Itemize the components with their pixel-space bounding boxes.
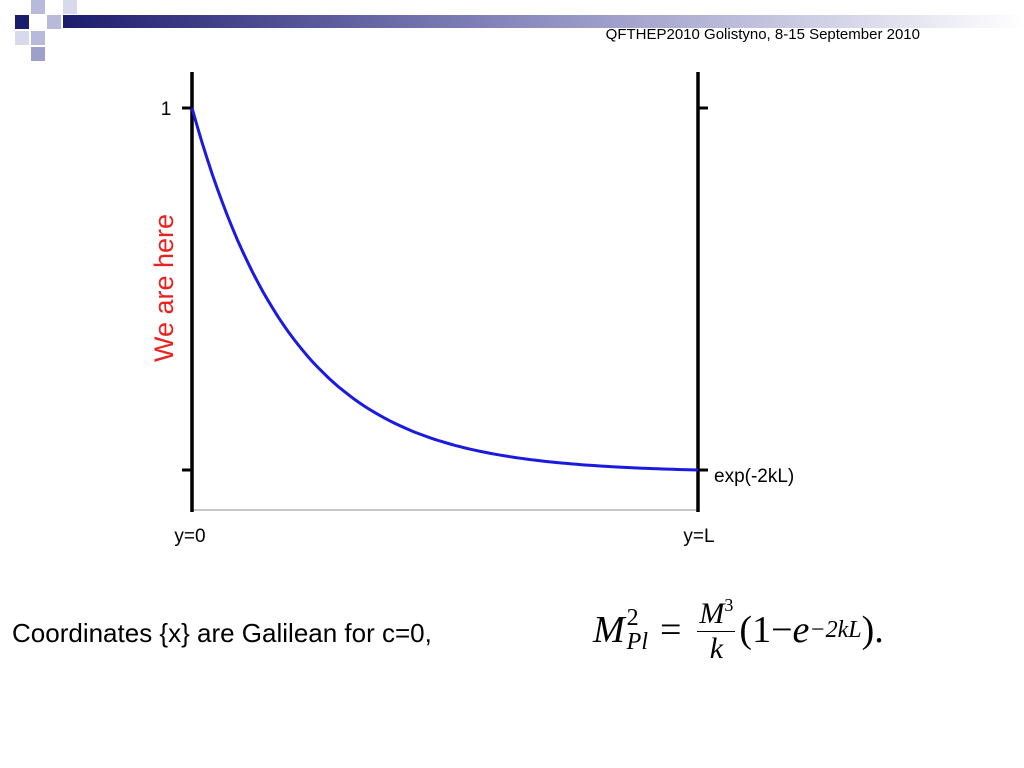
- formula-part: M: [699, 597, 725, 630]
- deco-square: [15, 31, 29, 45]
- formula-part: k: [709, 632, 724, 665]
- label-one: 1: [161, 99, 172, 120]
- formula-fraction: M3 k: [697, 595, 736, 665]
- caption: Coordinates {x} are Galilean for c=0,: [12, 618, 432, 648]
- formula-part: 2: [626, 605, 639, 631]
- formula-part: 3: [724, 595, 734, 615]
- formula-indices: 2 Pl: [627, 606, 648, 654]
- label-yL: y=L: [683, 526, 714, 547]
- formula-part: −2kL: [809, 616, 862, 643]
- formula-part: ).: [861, 609, 884, 651]
- deco-square: [63, 0, 77, 14]
- header-bar: [63, 15, 1024, 28]
- formula: M 2 Pl = M3 k (1 − e −2kL ).: [593, 596, 884, 664]
- deco-square: [31, 0, 45, 14]
- deco-square: [47, 15, 61, 29]
- label-y0: y=0: [174, 526, 205, 547]
- formula-part: e: [792, 609, 810, 651]
- formula-numerator: M3: [697, 595, 736, 632]
- deco-square: [31, 47, 45, 61]
- formula-part: −: [771, 609, 793, 651]
- decay-curve: [190, 107, 699, 472]
- deco-square: [31, 31, 45, 45]
- annotation: We are here: [149, 214, 179, 362]
- deco-square: [15, 15, 29, 29]
- formula-part: M: [593, 609, 625, 651]
- header-text: QFTHEP2010 Golistyno, 8-15 September 201…: [606, 26, 920, 43]
- label-exp: exp(-2kL): [714, 466, 794, 487]
- formula-part: =: [659, 609, 682, 651]
- formula-part: (1: [739, 609, 772, 651]
- formula-part: Pl: [626, 629, 648, 655]
